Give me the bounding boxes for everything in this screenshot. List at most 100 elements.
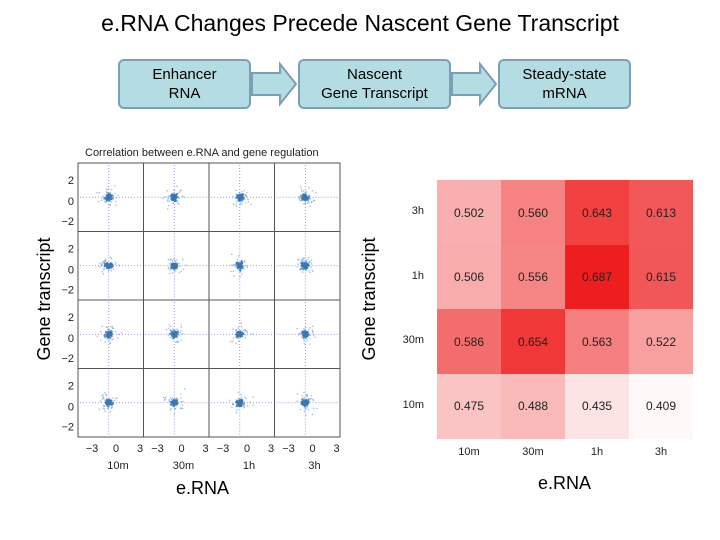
scatter-point <box>170 262 172 264</box>
scatter-point <box>107 266 111 269</box>
scatter-point <box>239 202 242 204</box>
scatter-point <box>305 263 308 266</box>
scatter-point <box>106 195 110 199</box>
scatter-point <box>307 200 310 202</box>
scatter-point <box>171 405 174 408</box>
scatter-point <box>170 400 173 403</box>
scatter-point <box>168 204 170 207</box>
scatter-point <box>239 196 241 199</box>
scatter-point <box>174 333 177 335</box>
scatter-point <box>175 264 177 267</box>
scatter-point <box>310 201 313 204</box>
scatter-point <box>114 192 116 195</box>
scatter-point <box>176 403 178 405</box>
scatter-point <box>118 264 120 267</box>
scatter-point <box>112 338 114 340</box>
scatter-point <box>103 201 106 203</box>
scatter-point <box>167 327 170 330</box>
scatter-point <box>110 325 112 328</box>
scatter-point <box>174 397 177 400</box>
scatter-point <box>179 393 182 395</box>
scatter-point <box>107 329 109 331</box>
scatter-point <box>175 341 177 344</box>
scatter-point <box>104 410 106 413</box>
scatter-point <box>103 266 106 268</box>
scatter-point <box>243 267 245 270</box>
scatter-point <box>102 195 104 197</box>
scatter-point <box>304 399 307 402</box>
scatter-point <box>310 263 313 265</box>
scatter-point <box>175 336 177 339</box>
scatter-point <box>172 401 175 404</box>
scatter-point <box>242 332 245 335</box>
scatter-point <box>182 400 184 403</box>
scatter-point <box>237 402 240 405</box>
x-tick-label: 0 <box>113 443 119 455</box>
scatter-point <box>178 334 180 336</box>
scatter-point <box>170 197 173 200</box>
scatter-point <box>111 327 114 329</box>
heatmap-cell: 0.654 <box>501 309 565 374</box>
scatter-point <box>109 342 111 345</box>
scatter-point <box>181 195 184 197</box>
scatter-point <box>107 191 109 194</box>
scatter-point <box>240 404 243 407</box>
scatter-point <box>100 199 103 201</box>
scatter-point <box>180 270 183 273</box>
scatter-point <box>166 200 169 202</box>
scatter-point <box>238 340 240 343</box>
scatter-col-label: 30m <box>173 460 194 472</box>
scatter-point <box>238 334 241 337</box>
scatter-point <box>172 202 175 205</box>
scatter-point <box>106 400 109 403</box>
scatter-point <box>108 397 111 400</box>
scatter-point <box>102 261 105 264</box>
scatter-point <box>236 409 238 412</box>
scatter-point <box>302 337 305 339</box>
scatter-point <box>99 339 102 342</box>
scatter-point <box>308 261 311 263</box>
scatter-point <box>301 262 304 265</box>
scatter-point <box>303 194 306 197</box>
scatter-point <box>236 401 239 404</box>
scatter-point <box>175 267 178 270</box>
scatter-point <box>309 198 311 200</box>
flow-arrow-2 <box>451 61 498 107</box>
scatter-point <box>306 197 309 200</box>
scatter-point <box>239 398 242 401</box>
scatter-point <box>169 195 171 197</box>
scatter-point <box>306 330 308 333</box>
scatter-point <box>298 196 300 199</box>
scatter-point <box>105 191 108 194</box>
scatter-point <box>238 400 240 403</box>
heatmap-row-label: 10m <box>402 398 424 411</box>
scatter-point <box>106 404 109 407</box>
flow-box-steady-state-mrna: Steady-state mRNA <box>498 59 631 109</box>
scatter-point <box>299 333 302 335</box>
scatter-point <box>179 332 182 334</box>
scatter-point <box>106 398 108 400</box>
scatter-point <box>173 269 175 272</box>
y-tick-label: 0 <box>68 402 74 414</box>
scatter-point <box>240 269 242 272</box>
scatter-point <box>234 263 237 265</box>
scatter-point <box>179 397 182 400</box>
scatter-point <box>238 402 241 405</box>
scatter-point <box>108 333 111 336</box>
scatter-point <box>240 335 242 338</box>
x-tick-label: 0 <box>309 443 315 455</box>
scatter-point <box>310 397 312 400</box>
scatter-point <box>109 198 111 201</box>
scatter-point <box>111 266 114 269</box>
y-tick-label: 2 <box>68 312 74 324</box>
scatter-point <box>112 327 115 330</box>
scatter-point <box>107 188 109 191</box>
scatter-point <box>238 198 241 200</box>
scatter-point <box>304 398 306 401</box>
scatter-point <box>244 194 247 197</box>
scatter-point <box>300 260 302 263</box>
scatter-point <box>106 265 109 268</box>
scatter-point <box>314 336 317 339</box>
scatter-point <box>232 263 235 266</box>
scatter-point <box>304 266 307 268</box>
